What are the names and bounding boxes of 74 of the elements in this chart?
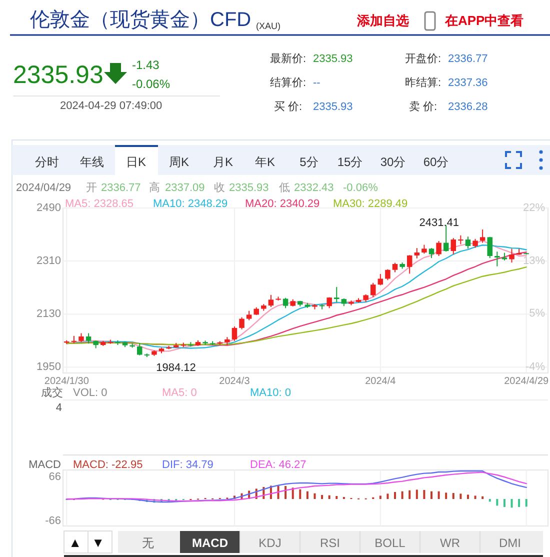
text: 收 <box>214 182 225 194</box>
text: KDJ <box>258 536 282 550</box>
text: 2336.77 <box>448 53 488 65</box>
text: 年线 <box>80 155 104 169</box>
x-tick-label: 2024/4 <box>365 376 396 387</box>
y-tick-label: 2130 <box>36 308 61 320</box>
text: MACD <box>192 536 228 550</box>
text: 最新价: <box>270 52 306 65</box>
text: 2332.43 <box>294 182 334 194</box>
text: 5分 <box>300 155 318 169</box>
text: 在APP中查看 <box>444 13 524 28</box>
y-tick-label: 1950 <box>36 361 61 374</box>
y-axis-title: MACD <box>28 459 62 471</box>
text: RSI <box>320 536 340 550</box>
x-tick-label: 2024/3 <box>219 376 250 387</box>
text: 2336.77 <box>101 182 141 194</box>
text: 分时 <box>35 155 59 169</box>
text: -1.43 <box>132 58 160 72</box>
y-tick-label: 2490 <box>36 202 61 214</box>
text: 高 <box>149 181 160 194</box>
text: 低 <box>279 182 290 194</box>
text: 日K <box>126 155 146 169</box>
text: 买 价: <box>274 101 302 113</box>
text: MA30: 2289.49 <box>333 198 408 210</box>
series-label: DEA: 46.27 <box>250 459 306 471</box>
text: 2024/04/29 <box>16 182 72 194</box>
text: 开 <box>86 182 97 194</box>
text: 年K <box>254 155 276 169</box>
text: MA5: 2328.65 <box>65 198 134 210</box>
text: 60分 <box>423 155 449 169</box>
text: VOL: 0 <box>73 387 108 399</box>
text: 卖 价: <box>409 100 438 113</box>
text: 开盘价: <box>405 53 442 65</box>
text: WR <box>440 536 460 550</box>
text: 成交 <box>41 386 63 399</box>
text: 伦敦金（现货黄金）CFD <box>30 9 252 31</box>
text: MA10: 0 <box>250 387 291 399</box>
text: 2337.36 <box>448 77 488 89</box>
text: 结算价: <box>270 76 306 89</box>
text: 2335.93 <box>313 101 353 113</box>
text: 2024-04-29 07:49:00 <box>60 100 162 112</box>
y-tick-label: -66 <box>45 515 61 527</box>
text: 无 <box>142 536 154 550</box>
text: MA10: 2348.29 <box>153 198 228 210</box>
text: 2337.09 <box>165 182 205 194</box>
text: 2335.93 <box>229 182 269 194</box>
text: -0.06% <box>343 182 378 194</box>
text: BOLL <box>374 536 406 550</box>
text: MA20: 2340.29 <box>245 198 320 210</box>
x-tick-label: 2024/4/29 <box>504 376 550 387</box>
text: (XAU) <box>256 21 280 31</box>
text: 15分 <box>337 155 363 169</box>
text: MA5: 0 <box>162 387 197 399</box>
text: 2335.93 <box>13 61 104 89</box>
y-tick-label: 2310 <box>36 255 61 268</box>
x-tick-label: 2024/1/30 <box>44 376 90 387</box>
text: ▼ <box>92 535 104 550</box>
text: ▲ <box>68 535 82 550</box>
annotation: 2431.41 <box>419 217 459 229</box>
y-tick-label: 66 <box>48 471 61 483</box>
text: -0.06% <box>132 77 170 91</box>
text: 月K <box>212 155 234 169</box>
text: 2336.28 <box>448 101 488 113</box>
text: -- <box>313 77 321 89</box>
text: DIF: 34.79 <box>162 459 214 471</box>
text: MACD: -22.95 <box>73 459 143 471</box>
annotation: 1984.12 <box>156 362 196 374</box>
text: 2335.93 <box>313 53 353 65</box>
text: 昨结算: <box>405 76 442 89</box>
text: 4 <box>56 402 62 414</box>
text: 添加自选 <box>356 13 409 28</box>
text: 30分 <box>380 155 406 169</box>
text: DMI <box>499 536 521 550</box>
text: 周K <box>168 155 190 169</box>
